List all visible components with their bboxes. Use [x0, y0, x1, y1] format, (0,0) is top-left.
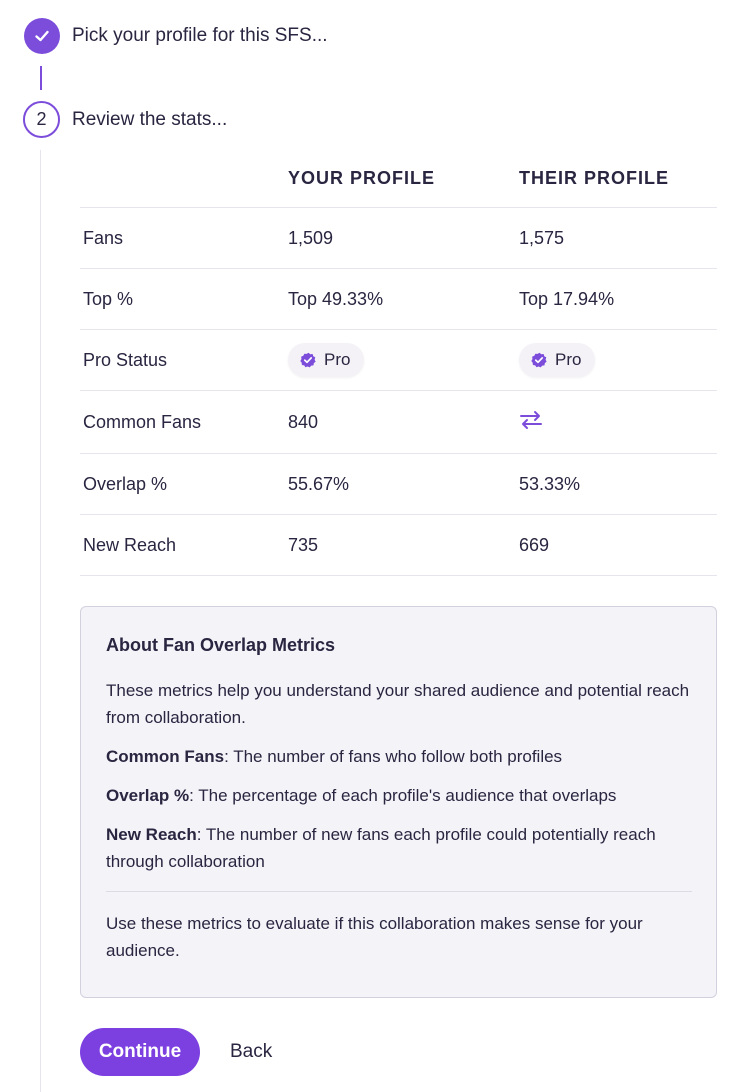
their-overlap-value: 53.33% [519, 473, 581, 494]
verified-badge-icon [531, 352, 547, 368]
row-label: Top % [83, 288, 134, 309]
definition-term: Overlap % [106, 786, 190, 805]
step-2-label: Review the stats... [72, 109, 228, 130]
step-2-badge: 2 [23, 101, 60, 138]
step-1-complete-badge [24, 18, 60, 54]
row-label: Common Fans [83, 411, 202, 432]
info-title: About Fan Overlap Metrics [106, 635, 336, 655]
step-content-rail [40, 150, 41, 1092]
definition-term: New Reach [106, 825, 197, 844]
definition-text: : The percentage of each profile's audie… [189, 786, 617, 805]
header-your-profile: YOUR PROFILE [288, 168, 436, 188]
step-connector [40, 66, 42, 90]
their-pro-badge: Pro [519, 343, 596, 377]
common-fans-value: 840 [288, 411, 319, 432]
your-pro-badge: Pro [288, 343, 365, 377]
info-outro: Use these metrics to evaluate if this co… [106, 914, 643, 960]
your-new-reach-value: 735 [288, 534, 319, 555]
continue-button[interactable]: Continue [80, 1028, 200, 1076]
table-row-new-reach: New Reach 735 669 [80, 515, 717, 576]
swap-arrows-icon [520, 410, 542, 429]
definition-overlap: Overlap %: The percentage of each profil… [106, 782, 692, 809]
definition-new-reach: New Reach: The number of new fans each p… [106, 821, 692, 875]
row-label: New Reach [83, 534, 177, 555]
their-new-reach-value: 669 [519, 534, 550, 555]
table-row-fans: Fans 1,509 1,575 [80, 208, 717, 269]
back-button[interactable]: Back [214, 1028, 288, 1076]
check-icon [35, 30, 49, 42]
step-1-label[interactable]: Pick your profile for this SFS... [72, 25, 328, 46]
your-fans-value: 1,509 [288, 227, 334, 248]
table-row-overlap: Overlap % 55.67% 53.33% [80, 454, 717, 515]
row-label: Pro Status [83, 349, 168, 370]
row-label: Fans [83, 227, 124, 248]
definition-text: : The number of new fans each profile co… [106, 825, 656, 871]
info-divider [106, 891, 692, 892]
info-intro: These metrics help you understand your s… [106, 681, 690, 727]
their-top-percent-value: Top 17.94% [519, 288, 615, 309]
row-label: Overlap % [83, 473, 168, 494]
table-row-common-fans: Common Fans 840 [80, 391, 717, 454]
stats-table: YOUR PROFILE THEIR PROFILE Fans 1,509 1,… [80, 150, 717, 576]
pro-label: Pro [324, 350, 351, 369]
table-row-top-percent: Top % Top 49.33% Top 17.94% [80, 269, 717, 330]
definition-text: : The number of fans who follow both pro… [224, 747, 563, 766]
table-row-pro-status: Pro Status Pro Pro [80, 330, 717, 391]
their-fans-value: 1,575 [519, 227, 565, 248]
your-top-percent-value: Top 49.33% [288, 288, 384, 309]
definition-common-fans: Common Fans: The number of fans who foll… [106, 743, 692, 770]
definition-term: Common Fans [106, 747, 225, 766]
header-their-profile: THEIR PROFILE [519, 168, 670, 188]
table-header: YOUR PROFILE THEIR PROFILE [80, 150, 717, 208]
verified-badge-icon [300, 352, 316, 368]
your-overlap-value: 55.67% [288, 473, 350, 494]
pro-label: Pro [555, 350, 582, 369]
fan-overlap-info-box: About Fan Overlap Metrics These metrics … [80, 606, 717, 998]
